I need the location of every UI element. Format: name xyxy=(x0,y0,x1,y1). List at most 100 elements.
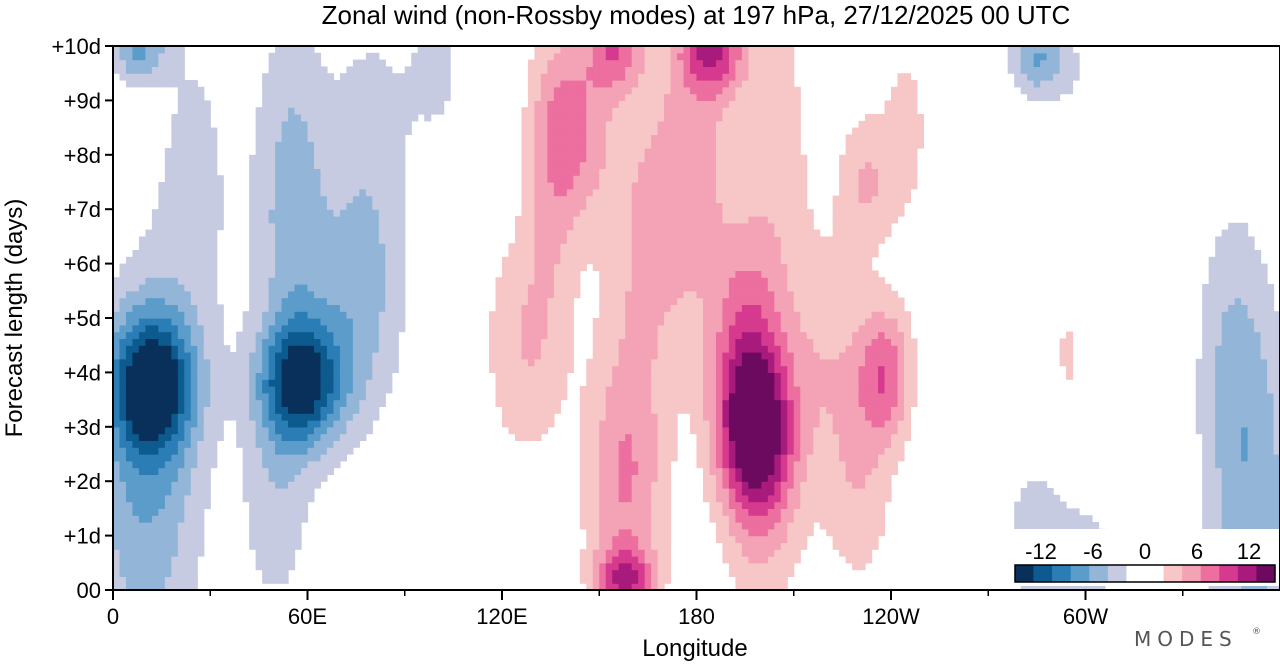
heat-cell xyxy=(313,379,322,387)
heat-cell xyxy=(164,352,172,360)
heat-cell xyxy=(657,250,665,258)
heat-cell xyxy=(651,413,659,421)
heat-cell xyxy=(709,460,717,469)
heat-cell xyxy=(813,508,821,516)
heat-cell xyxy=(326,290,335,299)
heat-cell xyxy=(722,372,730,380)
heat-cell xyxy=(780,358,788,367)
heat-cell xyxy=(145,420,153,428)
heat-cell xyxy=(1260,270,1268,278)
heat-cell xyxy=(878,494,886,503)
heat-cell xyxy=(119,460,127,469)
heat-cell xyxy=(145,460,153,469)
heat-cell xyxy=(1027,522,1035,530)
heat-cell xyxy=(761,583,769,591)
heat-cell xyxy=(709,488,717,496)
heat-cell xyxy=(858,379,866,387)
heat-cell xyxy=(1267,318,1275,326)
heat-cell xyxy=(113,508,121,516)
heat-cell xyxy=(268,365,276,373)
heat-cell xyxy=(722,250,730,258)
heat-cell xyxy=(502,365,510,373)
heat-cell xyxy=(709,256,717,265)
heat-cell xyxy=(638,522,646,530)
heat-cell xyxy=(177,494,185,503)
heat-cell xyxy=(1234,304,1242,312)
heat-cell xyxy=(651,358,659,367)
heat-cell xyxy=(508,250,516,258)
heat-cell xyxy=(677,277,685,285)
heat-cell xyxy=(333,345,341,353)
heat-cell xyxy=(125,447,134,455)
heat-cell xyxy=(560,250,568,258)
heat-cell xyxy=(125,358,134,367)
heat-cell xyxy=(586,433,594,441)
heat-cell xyxy=(242,494,250,503)
heat-cell xyxy=(696,433,704,441)
heat-cell xyxy=(865,508,873,516)
heat-cell xyxy=(832,467,840,475)
heat-cell xyxy=(715,433,724,441)
heat-cell xyxy=(664,420,672,428)
heat-cell xyxy=(184,352,192,360)
heat-cell xyxy=(664,542,672,550)
heat-cell xyxy=(761,392,769,401)
heat-cell xyxy=(262,256,270,265)
heat-cell xyxy=(1221,508,1229,516)
heat-cell xyxy=(352,324,360,333)
heat-cell xyxy=(138,372,147,380)
heat-cell xyxy=(683,311,691,319)
heat-cell xyxy=(800,345,808,353)
heat-cell xyxy=(333,311,341,319)
heat-cell xyxy=(560,311,568,319)
heat-cell xyxy=(819,304,827,312)
heat-cell xyxy=(508,392,516,401)
heat-cell xyxy=(346,263,354,271)
heat-cell xyxy=(586,583,594,591)
heat-cell xyxy=(138,562,147,571)
heat-cell xyxy=(702,304,711,312)
heat-cell xyxy=(288,297,296,305)
heat-cell xyxy=(495,318,503,326)
heat-cell xyxy=(145,311,153,319)
heat-cell xyxy=(664,250,672,258)
heat-cell xyxy=(761,263,769,271)
heat-cell xyxy=(1267,454,1275,462)
heat-cell xyxy=(605,311,613,319)
heat-cell xyxy=(839,345,847,353)
heat-cell xyxy=(800,426,808,435)
heat-cell xyxy=(702,460,711,469)
heat-cell xyxy=(599,535,607,543)
heat-cell xyxy=(242,392,250,401)
heat-cell xyxy=(767,318,775,326)
heat-cell xyxy=(1014,508,1022,516)
heat-cell xyxy=(865,372,873,380)
heat-cell xyxy=(793,365,801,373)
heat-cell xyxy=(884,413,892,421)
heat-cell xyxy=(158,399,166,407)
heat-cell xyxy=(508,386,516,394)
heat-cell xyxy=(138,379,147,387)
heat-cell xyxy=(281,549,289,557)
heat-cell xyxy=(852,508,860,516)
heat-cell xyxy=(125,270,134,278)
heat-cell xyxy=(592,467,600,475)
heat-cell xyxy=(125,515,134,523)
heat-cell xyxy=(132,488,140,496)
heat-cell xyxy=(540,311,548,319)
heat-cell xyxy=(774,576,782,584)
heat-cell xyxy=(352,352,360,360)
heat-cell xyxy=(255,494,263,503)
heat-cell xyxy=(800,522,808,530)
heat-cell xyxy=(391,331,399,339)
heat-cell xyxy=(113,331,121,339)
heat-cell xyxy=(677,358,685,367)
heat-cell xyxy=(164,284,172,292)
heat-cell xyxy=(158,508,166,516)
heat-cell xyxy=(657,263,665,271)
heat-cell xyxy=(138,290,147,299)
heat-cell xyxy=(268,569,276,577)
heat-cell xyxy=(878,488,886,496)
heat-cell xyxy=(184,535,192,543)
heat-cell xyxy=(125,290,134,299)
